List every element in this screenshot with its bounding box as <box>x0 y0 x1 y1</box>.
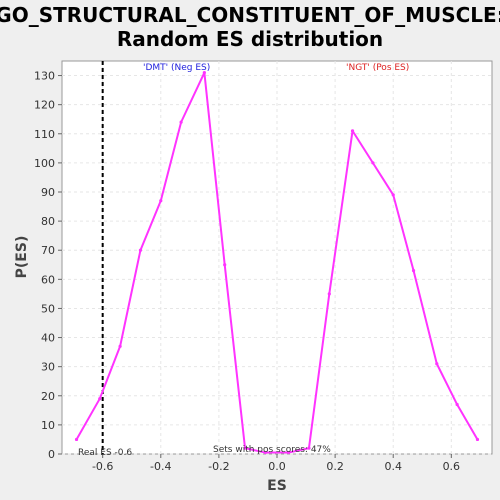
data-point <box>263 450 267 455</box>
chart-title: GO_STRUCTURAL_CONSTITUENT_OF_MUSCLE: <box>0 3 500 27</box>
data-point <box>202 71 206 75</box>
x-axis-ticks: -0.6 -0.4 -0.2 0.0 0.2 0.4 0.6 <box>92 454 460 473</box>
y-tick-label: 40 <box>41 332 55 345</box>
data-point <box>98 397 102 401</box>
y-tick-label: 80 <box>41 215 55 228</box>
data-point <box>118 344 122 348</box>
data-point <box>327 292 331 296</box>
y-tick-label: 0 <box>48 448 55 461</box>
y-tick-label: 70 <box>41 244 55 257</box>
data-point <box>74 437 79 442</box>
y-tick-label: 60 <box>41 273 55 286</box>
x-tick-label: -0.4 <box>150 460 171 473</box>
data-point <box>159 199 163 203</box>
real-es-label: Real ES -0.6 <box>78 448 132 458</box>
x-tick-label: -0.2 <box>208 460 229 473</box>
pos-es-label: 'NGT' (Pos ES) <box>346 63 409 73</box>
data-point <box>307 446 311 450</box>
data-point <box>287 450 291 455</box>
y-axis-label: P(ES) <box>14 236 30 279</box>
y-axis-ticks: 0 10 20 30 40 50 60 70 80 90 100 110 120 130 <box>34 70 62 461</box>
y-tick-label: 130 <box>34 70 55 83</box>
data-point <box>350 129 355 133</box>
y-tick-label: 100 <box>34 157 55 170</box>
data-point <box>223 263 227 267</box>
data-point <box>455 402 459 407</box>
x-axis-label: ES <box>267 478 287 494</box>
y-tick-label: 110 <box>34 128 55 141</box>
data-point <box>475 437 480 442</box>
y-tick-label: 30 <box>41 361 55 374</box>
chart-subtitle: Random ES distribution <box>117 27 383 51</box>
x-tick-label: -0.6 <box>92 460 113 473</box>
data-point <box>411 269 416 273</box>
y-tick-label: 120 <box>34 99 55 112</box>
data-point <box>138 248 143 252</box>
y-tick-label: 90 <box>41 186 55 199</box>
pos-scores-label: Sets with pos scores: 47% <box>213 445 331 455</box>
data-point <box>243 446 247 450</box>
series-group <box>74 71 480 455</box>
y-tick-label: 10 <box>41 419 55 432</box>
data-point <box>179 120 183 124</box>
plot-area <box>61 60 493 455</box>
x-tick-label: 0.2 <box>326 460 344 473</box>
y-tick-label: 20 <box>41 390 55 403</box>
neg-es-label: 'DMT' (Neg ES) <box>143 63 210 73</box>
y-tick-label: 50 <box>41 302 55 315</box>
data-point <box>371 161 375 165</box>
series-line <box>75 71 479 454</box>
x-tick-label: 0.4 <box>384 460 402 473</box>
data-point <box>391 193 395 197</box>
x-tick-label: 0.0 <box>268 460 286 473</box>
data-point <box>435 362 439 366</box>
x-tick-label: 0.6 <box>443 460 461 473</box>
